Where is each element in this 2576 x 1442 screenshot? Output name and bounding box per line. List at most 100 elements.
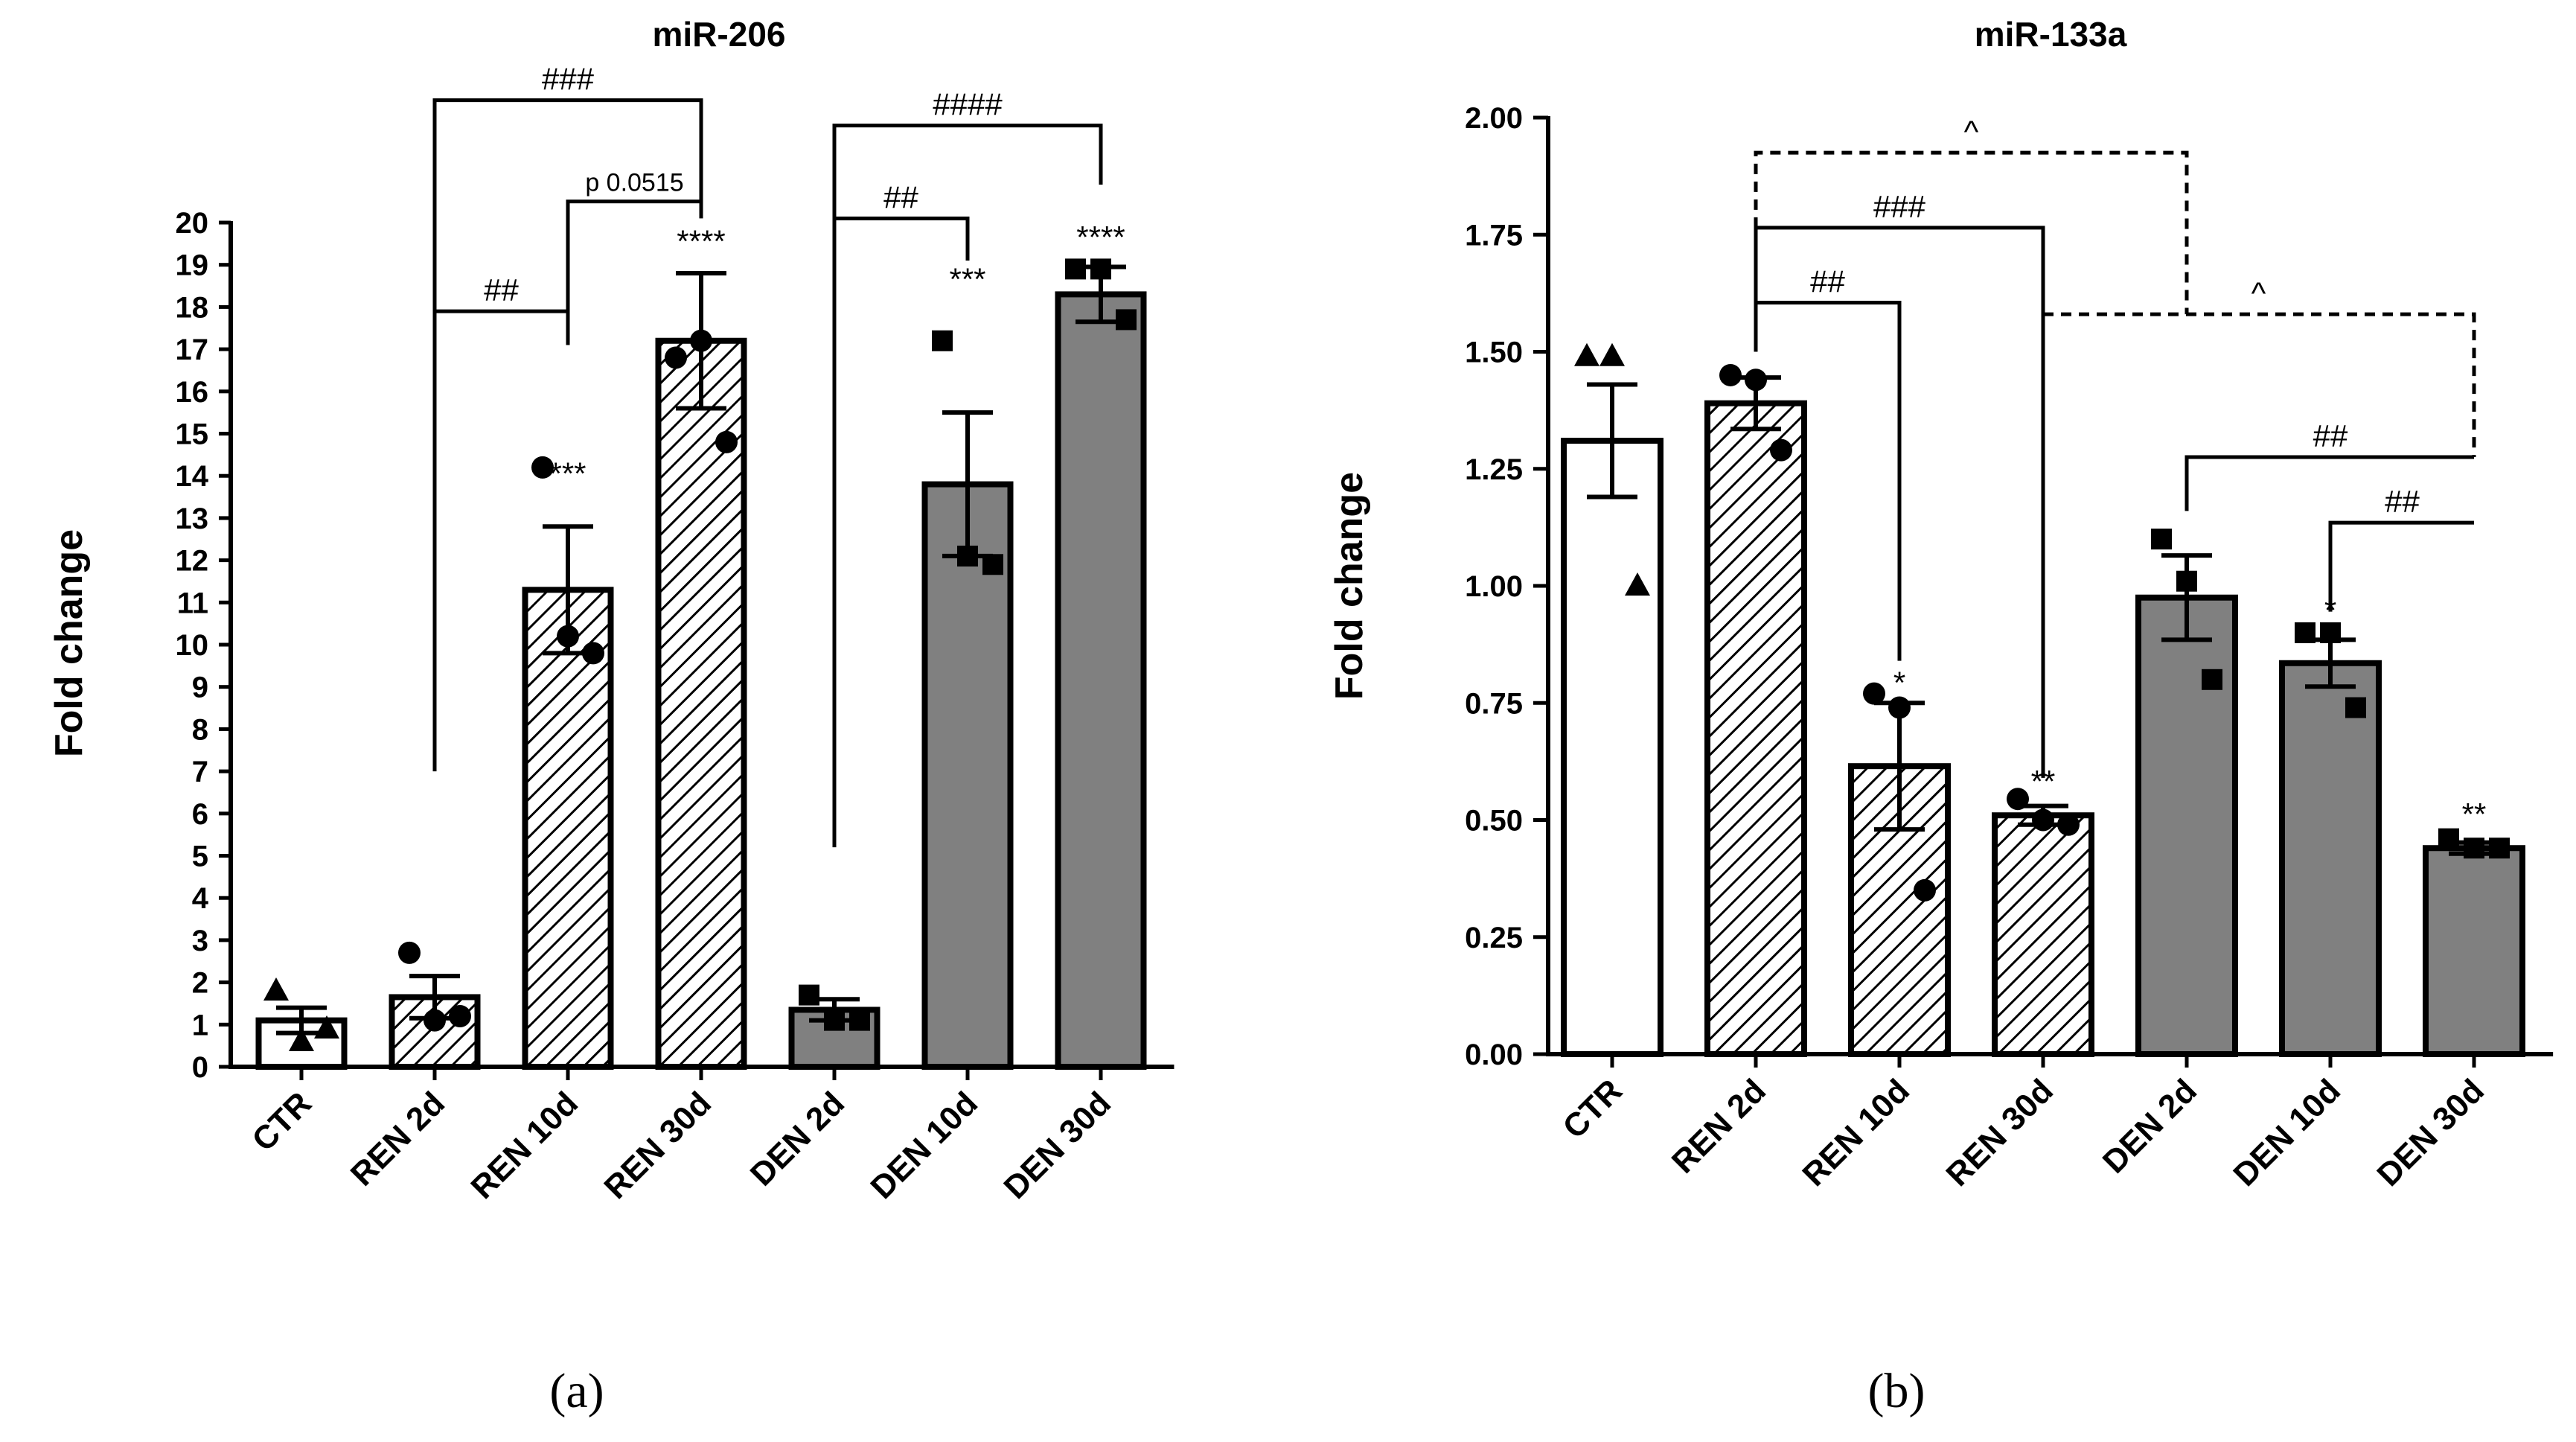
chart-b-point-circle [1888, 696, 1911, 719]
chart-a-y-tick-label: 7 [192, 756, 208, 788]
chart-a-y-tick-label: 11 [177, 587, 208, 619]
chart-b-point-square [2320, 622, 2341, 643]
chart-a-y-tick-label: 13 [176, 503, 209, 535]
chart-b-panel-label: (b) [1868, 1364, 1925, 1418]
chart-a-significance-stars: *** [549, 456, 586, 491]
chart-a-y-tick-label: 10 [176, 629, 209, 662]
chart-b-point-triangle [1599, 342, 1625, 366]
chart-a-ylabel: Fold change [48, 529, 91, 757]
chart-a-category-label: DEN 2d [744, 1085, 851, 1193]
chart-a-y-tick-label: 18 [176, 291, 209, 324]
chart-b-bracket-label: ^ [2251, 275, 2266, 310]
chart-b-point-square [2202, 669, 2222, 690]
chart-b-bar [2135, 594, 2238, 1057]
chart-a-point-circle [398, 941, 421, 964]
chart-a-y-tick-label: 20 [176, 207, 209, 240]
chart-b-point-circle [1745, 369, 1767, 392]
panel-a: miR-206 Fold change (a) [48, 15, 785, 1418]
chart-b-bracket-line [1754, 226, 2045, 778]
chart-b-category-label: DEN 2d [2096, 1072, 2204, 1180]
chart-a-y-tick-label: 3 [192, 925, 208, 957]
chart-a-bracket-line [432, 98, 703, 312]
chart-a-y-tick-label: 1 [192, 1009, 208, 1041]
chart-b-bar [1992, 812, 2094, 1057]
chart-a-y-tick-label: 12 [176, 545, 209, 578]
chart-a-bracket-label: ## [883, 179, 918, 214]
chart-a-point-triangle [289, 1027, 314, 1051]
chart-b-bar [2423, 845, 2525, 1057]
chart-b-point-circle [1719, 363, 1742, 386]
chart-b-point-square [2176, 570, 2197, 592]
chart-b-bracket-line [2185, 455, 2474, 511]
chart-a-y-tick-label: 17 [176, 334, 209, 366]
chart-a-category-label: DEN 10d [863, 1085, 985, 1206]
chart-a-comparison-bracket: ## [832, 179, 970, 848]
chart-b-point-square [2151, 529, 2172, 550]
chart-a-y-tick-label: 19 [176, 249, 209, 282]
chart-b-y-tick-label: 0.25 [1465, 922, 1523, 954]
chart-b-bar [1561, 438, 1663, 1057]
chart-a-y-tick-label: 8 [192, 713, 208, 746]
chart-b-point-circle [2007, 788, 2029, 811]
chart-a-y-tick-label: 5 [192, 840, 208, 873]
chart-a-y-tick-label: 6 [192, 798, 208, 831]
chart-b-title: miR-133a [1975, 15, 2127, 54]
chart-b-bar [1704, 400, 1807, 1057]
chart-a-title: miR-206 [653, 15, 786, 54]
chart-b-point-triangle [1574, 342, 1599, 366]
chart-a-y-tick-label: 14 [176, 460, 209, 493]
chart-a-point-square [1065, 258, 1086, 280]
chart-b-y-tick-label: 0.75 [1465, 687, 1523, 720]
chart-a-point-square [849, 1009, 870, 1031]
chart-a-comparison-bracket: ### [432, 62, 703, 312]
chart-a-y-tick-label: 0 [192, 1051, 208, 1084]
chart-a-point-circle [531, 456, 554, 479]
chart-b-y-tick-label: 0.00 [1465, 1039, 1523, 1071]
chart-b-comparison-bracket: ## [1754, 264, 1902, 661]
chart-a-category-label: REN 2d [344, 1085, 452, 1193]
chart-a-category-label: CTR [245, 1085, 319, 1158]
chart-a-bracket-line [832, 216, 970, 848]
chart-b-bracket-label: ### [1873, 189, 1926, 224]
chart-b-bracket-line [1754, 300, 1902, 661]
chart-a-y-tick-label: 15 [176, 418, 209, 451]
chart-a-significance-stars: **** [1076, 220, 1125, 255]
chart-a-point-circle [449, 1004, 471, 1027]
chart-b-bracket-label: ^ [1964, 114, 1979, 149]
chart-b-comparison-bracket: ^ [1754, 114, 2189, 315]
chart-b-point-circle [1863, 682, 1885, 705]
chart-a-y-tick-label: 9 [192, 671, 208, 704]
chart-a-bracket-label: p 0.0515 [585, 169, 683, 197]
chart-b-point-square [2489, 838, 2510, 859]
chart-a-significance-stars: **** [677, 224, 725, 259]
chart-b-y-tick-label: 0.50 [1465, 805, 1523, 838]
chart-b-ylabel: Fold change [1328, 472, 1371, 700]
chart-b-category-label: REN 30d [1939, 1072, 2060, 1193]
chart-a-bracket-label: ### [542, 62, 595, 97]
chart-a-point-square [982, 554, 1003, 575]
chart-b-point-square [2295, 622, 2315, 643]
chart-a-bracket-label: ## [484, 272, 519, 307]
chart-a-y-tick-label: 4 [192, 882, 209, 915]
chart-a-bracket-label: #### [933, 87, 1003, 122]
chart-b-point-square [2345, 697, 2366, 718]
chart-b-comparison-bracket: ## [2328, 484, 2474, 612]
chart-a-panel-label: (a) [549, 1364, 604, 1418]
chart-a-bar [1055, 291, 1147, 1070]
chart-b-point-circle [2057, 813, 2080, 836]
chart-b-point-circle [1914, 878, 1936, 902]
panel-b: miR-133a Fold change (b) [1328, 15, 2127, 1418]
chart-a-point-circle [557, 625, 579, 648]
chart-a-point-square [824, 1009, 845, 1031]
chart-a-point-circle [665, 346, 687, 369]
chart-a-bar [655, 337, 747, 1070]
chart-a-y-tick-label: 16 [176, 376, 209, 409]
chart-a-significance-stars: *** [949, 262, 985, 297]
chart-b-significance-stars: ** [2462, 797, 2487, 832]
chart-a-point-square [799, 984, 819, 1006]
chart-b-y-tick-label: 1.00 [1465, 570, 1523, 603]
chart-b-y-tick-label: 1.25 [1465, 453, 1523, 486]
chart-a-point-square [957, 545, 978, 567]
